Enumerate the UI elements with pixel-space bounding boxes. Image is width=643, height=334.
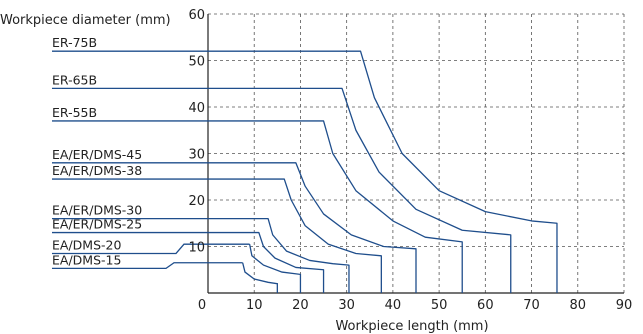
y-tick-label: 40	[188, 101, 205, 116]
series-line	[52, 231, 325, 293]
y-tick-label: 60	[188, 8, 205, 23]
x-tick-label: 50	[431, 298, 448, 313]
series-line	[248, 244, 302, 293]
y-tick-label: 50	[188, 55, 205, 70]
series-label: ER-65B	[52, 72, 97, 87]
y-tick-label: 30	[188, 148, 205, 163]
x-tick-label: 0	[198, 298, 206, 313]
series-label: EA/DMS-15	[52, 252, 121, 267]
series-leader	[52, 243, 250, 255]
y-tick-label: 10	[188, 241, 205, 256]
grid	[208, 13, 625, 293]
x-tick-label: 10	[246, 298, 263, 313]
series-label: EA/ER/DMS-38	[52, 163, 142, 178]
x-tick-label: 60	[477, 298, 494, 313]
x-tick-label: 20	[292, 298, 309, 313]
series-line	[52, 178, 382, 293]
series-line	[52, 120, 463, 293]
series-label: EA/ER/DMS-30	[52, 203, 142, 218]
series-line	[52, 87, 512, 293]
series-label: EA/ER/DMS-45	[52, 147, 142, 162]
series-line	[242, 262, 278, 293]
x-tick-label: 90	[616, 298, 633, 313]
x-axis-title: Workpiece length (mm)	[335, 319, 488, 334]
tick-labels: 0 10 20 30 40 50 60 70 80 90 10 20 30 40 50 60	[188, 8, 632, 313]
series-lines	[52, 50, 558, 293]
series-line	[52, 50, 558, 293]
y-axis-title: Workpiece diameter (mm)	[0, 13, 171, 28]
series-line	[52, 217, 350, 293]
series-label: EA/DMS-20	[52, 237, 121, 252]
x-tick-label: 40	[385, 298, 402, 313]
series-label: ER-75B	[52, 35, 97, 50]
series-line	[52, 162, 417, 293]
y-tick-label: 20	[188, 194, 205, 209]
series-label: ER-55B	[52, 105, 97, 120]
series-leader	[52, 262, 243, 270]
x-tick-label: 80	[570, 298, 587, 313]
x-tick-label: 70	[523, 298, 540, 313]
x-tick-label: 30	[338, 298, 355, 313]
series-labels: ER-75BER-65BER-55BEA/ER/DMS-45EA/ER/DMS-…	[52, 35, 142, 267]
series-label: EA/ER/DMS-25	[52, 217, 142, 232]
